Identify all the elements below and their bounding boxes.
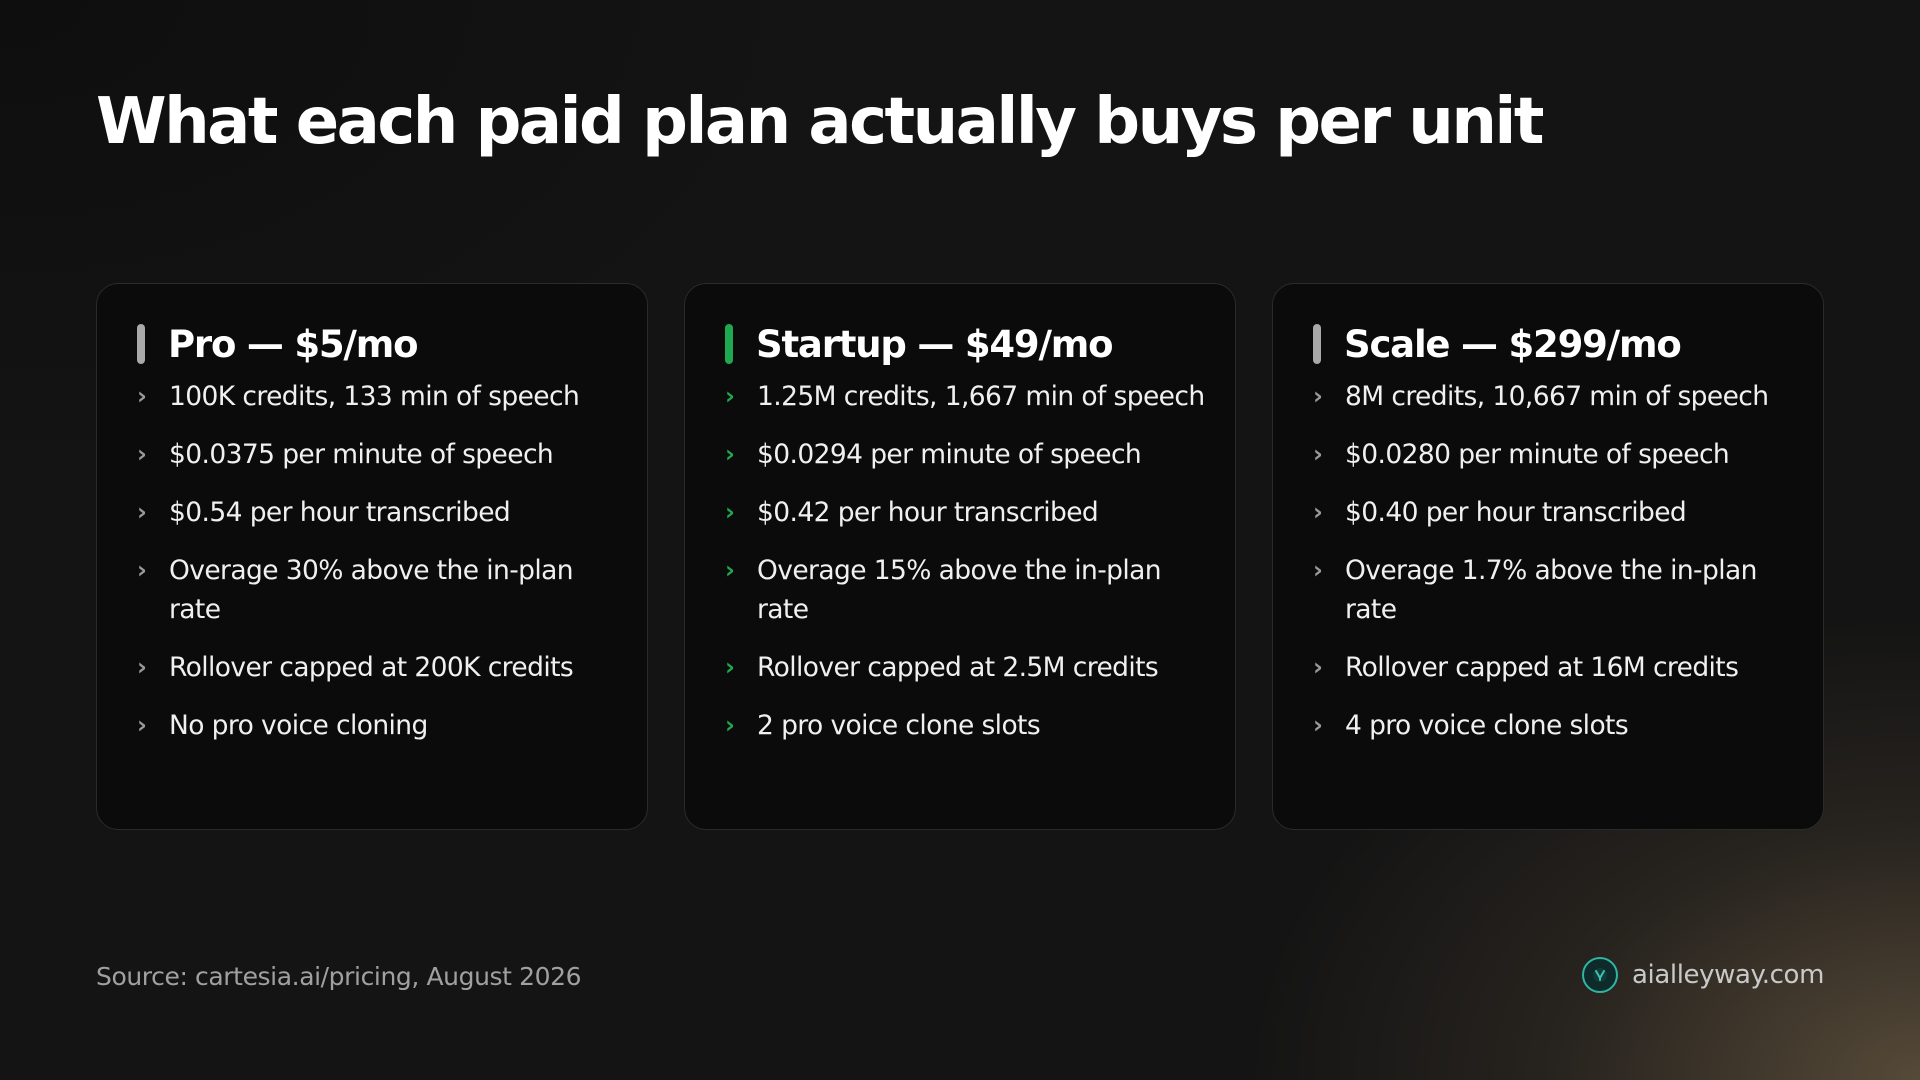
list-item: › Overage 1.7% above the in-plan rate	[1313, 551, 1793, 629]
list-item: › Overage 15% above the in-plan rate	[725, 551, 1205, 629]
chevron-right-icon: ›	[137, 498, 147, 526]
list-item: › 2 pro voice clone slots	[725, 706, 1205, 745]
chevron-right-icon: ›	[725, 653, 735, 681]
feature-text: $0.54 per hour transcribed	[169, 497, 511, 528]
feature-text: 4 pro voice clone slots	[1345, 710, 1629, 741]
list-item: › 100K credits, 133 min of speech	[137, 377, 617, 416]
list-item: › $0.54 per hour transcribed	[137, 493, 617, 532]
chevron-right-icon: ›	[1313, 556, 1323, 584]
plan-cards: Pro — $5/mo › 100K credits, 133 min of sp…	[96, 283, 1824, 830]
list-item: › 1.25M credits, 1,667 min of speech	[725, 377, 1205, 416]
feature-text: 2 pro voice clone slots	[757, 710, 1041, 741]
plan-card-pro: Pro — $5/mo › 100K credits, 133 min of sp…	[96, 283, 648, 830]
chevron-right-icon: ›	[1313, 711, 1323, 739]
plan-card-header: Scale — $299/mo	[1313, 321, 1793, 367]
list-item: › 8M credits, 10,667 min of speech	[1313, 377, 1793, 416]
chevron-right-icon: ›	[1313, 440, 1323, 468]
chevron-right-icon: ›	[725, 440, 735, 468]
brand[interactable]: aialleyway.com	[1582, 957, 1824, 993]
page-title: What each paid plan actually buys per un…	[96, 85, 1544, 159]
chevron-right-icon: ›	[1313, 382, 1323, 410]
plan-card-scale: Scale — $299/mo › 8M credits, 10,667 min …	[1272, 283, 1824, 830]
chevron-right-icon: ›	[725, 382, 735, 410]
feature-text: 1.25M credits, 1,667 min of speech	[757, 381, 1205, 412]
chevron-right-icon: ›	[137, 653, 147, 681]
chevron-right-icon: ›	[137, 711, 147, 739]
list-item: › Rollover capped at 200K credits	[137, 648, 617, 687]
source-note: Source: cartesia.ai/pricing, August 2026	[96, 962, 582, 991]
feature-text: 8M credits, 10,667 min of speech	[1345, 381, 1769, 412]
list-item: › $0.42 per hour transcribed	[725, 493, 1205, 532]
list-item: › $0.40 per hour transcribed	[1313, 493, 1793, 532]
feature-text: $0.40 per hour transcribed	[1345, 497, 1687, 528]
list-item: › Overage 30% above the in-plan rate	[137, 551, 617, 629]
list-item: › Rollover capped at 2.5M credits	[725, 648, 1205, 687]
feature-list: › 100K credits, 133 min of speech › $0.037…	[137, 377, 617, 745]
chevron-right-icon: ›	[1313, 653, 1323, 681]
aialleyway-logo-icon	[1582, 957, 1618, 993]
feature-text: $0.0280 per minute of speech	[1345, 439, 1730, 470]
list-item: › Rollover capped at 16M credits	[1313, 648, 1793, 687]
logo-glyph-icon	[1593, 968, 1607, 982]
feature-text: Rollover capped at 2.5M credits	[757, 652, 1159, 683]
feature-text: 100K credits, 133 min of speech	[169, 381, 580, 412]
brand-name: aialleyway.com	[1632, 960, 1824, 990]
chevron-right-icon: ›	[725, 556, 735, 584]
list-item: › 4 pro voice clone slots	[1313, 706, 1793, 745]
list-item: › $0.0294 per minute of speech	[725, 435, 1205, 474]
feature-text: Overage 1.7% above the in-plan rate	[1345, 555, 1757, 625]
feature-list: › 1.25M credits, 1,667 min of speech › $0.…	[725, 377, 1205, 745]
chevron-right-icon: ›	[725, 498, 735, 526]
chevron-right-icon: ›	[137, 382, 147, 410]
plan-name: Pro — $5/mo	[168, 322, 419, 366]
feature-text: $0.42 per hour transcribed	[757, 497, 1099, 528]
list-item: › No pro voice cloning	[137, 706, 617, 745]
chevron-right-icon: ›	[137, 440, 147, 468]
accent-bar	[725, 324, 733, 364]
chevron-right-icon: ›	[1313, 498, 1323, 526]
chevron-right-icon: ›	[137, 556, 147, 584]
list-item: › $0.0375 per minute of speech	[137, 435, 617, 474]
feature-text: Rollover capped at 200K credits	[169, 652, 574, 683]
feature-text: $0.0375 per minute of speech	[169, 439, 554, 470]
accent-bar	[137, 324, 145, 364]
list-item: › $0.0280 per minute of speech	[1313, 435, 1793, 474]
plan-name: Scale — $299/mo	[1344, 322, 1682, 366]
feature-text: No pro voice cloning	[169, 710, 428, 741]
accent-bar	[1313, 324, 1321, 364]
feature-text: $0.0294 per minute of speech	[757, 439, 1142, 470]
plan-card-header: Pro — $5/mo	[137, 321, 617, 367]
plan-card-startup: Startup — $49/mo › 1.25M credits, 1,667 m…	[684, 283, 1236, 830]
chevron-right-icon: ›	[725, 711, 735, 739]
feature-text: Overage 15% above the in-plan rate	[757, 555, 1162, 625]
feature-list: › 8M credits, 10,667 min of speech › $0.02…	[1313, 377, 1793, 745]
feature-text: Rollover capped at 16M credits	[1345, 652, 1739, 683]
feature-text: Overage 30% above the in-plan rate	[169, 555, 574, 625]
plan-card-header: Startup — $49/mo	[725, 321, 1205, 367]
plan-name: Startup — $49/mo	[756, 322, 1114, 366]
